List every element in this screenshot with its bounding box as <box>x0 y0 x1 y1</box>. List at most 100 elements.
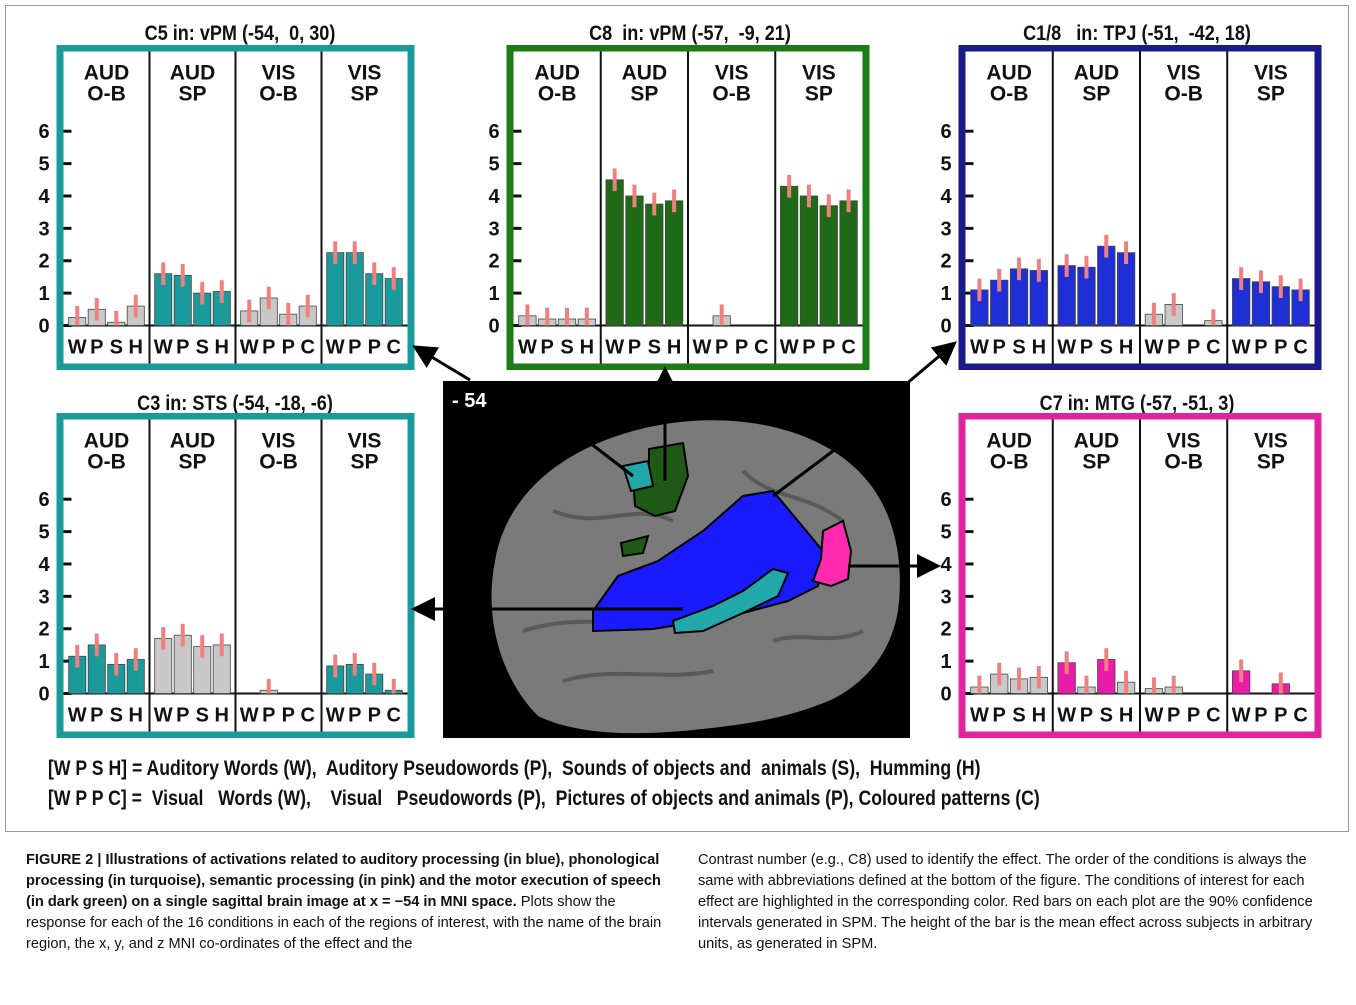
y-tick-label: 0 <box>488 316 499 338</box>
condition-letter: W <box>154 705 173 727</box>
group-header: SP <box>1257 83 1285 106</box>
group-header: O-B <box>990 451 1029 474</box>
condition-letter: P <box>262 705 275 727</box>
condition-letter: C <box>301 705 315 727</box>
region-magenta-mtg <box>811 519 853 588</box>
y-tick-label: 1 <box>940 283 951 305</box>
group-header: VIS <box>1167 62 1201 85</box>
y-tick-label: 1 <box>940 651 951 673</box>
group-header: AUD <box>534 62 580 85</box>
condition-letter: P <box>282 337 295 359</box>
y-tick-label: 0 <box>38 316 49 338</box>
y-tick-label: 4 <box>38 186 50 208</box>
group-header: VIS <box>1254 430 1288 453</box>
condition-letter: H <box>1119 705 1133 727</box>
y-tick-label: 6 <box>940 489 951 511</box>
y-tick-label: 2 <box>940 619 951 641</box>
condition-letter: W <box>1057 705 1076 727</box>
group-header: VIS <box>802 62 836 85</box>
condition-letter: P <box>1254 705 1267 727</box>
caption-bold: FIGURE 2 | Illustrations of activations … <box>26 852 661 910</box>
group-header: O-B <box>538 83 577 106</box>
arrow-to-c18 <box>904 341 957 387</box>
group-header: VIS <box>1254 62 1288 85</box>
group-header: SP <box>350 83 378 106</box>
figure-frame <box>5 5 1349 832</box>
y-tick-label: 3 <box>940 218 951 240</box>
y-tick-label: 2 <box>940 251 951 273</box>
condition-letter: P <box>176 705 189 727</box>
condition-letter: W <box>605 337 624 359</box>
group-header: AUD <box>170 62 216 85</box>
group-header: AUD <box>170 430 216 453</box>
group-header: AUD <box>84 62 130 85</box>
condition-letter: P <box>176 337 189 359</box>
condition-letter: P <box>993 337 1006 359</box>
group-header: SP <box>805 83 833 106</box>
condition-letter: W <box>780 337 799 359</box>
condition-letter: P <box>1254 337 1267 359</box>
condition-letter: H <box>129 705 143 727</box>
group-header: VIS <box>1167 430 1201 453</box>
group-header: O-B <box>1164 451 1203 474</box>
condition-letter: W <box>692 337 711 359</box>
condition-letter: S <box>648 337 661 359</box>
group-header: VIS <box>348 62 382 85</box>
brain-sulcus-4 <box>562 669 714 683</box>
condition-letter: W <box>326 705 345 727</box>
y-tick-label: 5 <box>940 522 951 544</box>
group-header: AUD <box>84 430 130 453</box>
group-header: AUD <box>1074 62 1120 85</box>
y-tick-label: 6 <box>940 121 951 143</box>
condition-letter: H <box>1119 337 1133 359</box>
condition-letter: P <box>628 337 641 359</box>
panel-title-c18: C1/8 in: TPJ (-51, -42, 18) <box>1023 22 1251 45</box>
group-header: O-B <box>990 83 1029 106</box>
y-tick-label: 0 <box>38 684 49 706</box>
condition-letter: S <box>196 337 209 359</box>
group-header: AUD <box>986 62 1032 85</box>
group-header: SP <box>1082 451 1110 474</box>
condition-letter: C <box>841 337 855 359</box>
y-tick-label: 0 <box>940 684 951 706</box>
y-tick-label: 3 <box>940 586 951 608</box>
group-header: SP <box>1082 83 1110 106</box>
condition-letter: W <box>1144 337 1163 359</box>
group-header: SP <box>630 83 658 106</box>
condition-letter: W <box>1232 705 1251 727</box>
condition-letter: H <box>215 337 229 359</box>
condition-letter: W <box>1232 337 1251 359</box>
condition-letter: W <box>970 337 989 359</box>
condition-letter: P <box>1167 337 1180 359</box>
y-tick-label: 2 <box>38 251 49 273</box>
condition-letter: P <box>802 337 815 359</box>
group-header: SP <box>178 451 206 474</box>
condition-letter: P <box>262 337 275 359</box>
y-tick-label: 1 <box>38 283 49 305</box>
brain-svg <box>443 381 900 734</box>
condition-letter: S <box>1100 337 1113 359</box>
y-tick-label: 4 <box>488 186 500 208</box>
y-tick-label: 6 <box>38 121 49 143</box>
condition-letter: P <box>822 337 835 359</box>
condition-letter: P <box>1167 705 1180 727</box>
condition-letter: P <box>1080 337 1093 359</box>
condition-letter: H <box>667 337 681 359</box>
condition-letter: P <box>282 705 295 727</box>
legend-line-auditory: [W P S H] = Auditory Words (W), Auditory… <box>48 757 981 780</box>
region-turquoise-sts <box>671 567 790 635</box>
y-tick-label: 3 <box>38 586 49 608</box>
panel-title-c5: C5 in: vPM (-54, 0, 30) <box>144 22 336 45</box>
y-tick-label: 5 <box>940 154 951 176</box>
condition-letter: W <box>518 337 537 359</box>
condition-letter: P <box>1187 705 1200 727</box>
condition-letter: C <box>387 705 401 727</box>
condition-letter: W <box>326 337 345 359</box>
condition-letter: W <box>240 337 259 359</box>
arrow-to-c5 <box>412 345 471 382</box>
panel-title-c3: C3 in: STS (-54, -18, -6) <box>137 392 333 415</box>
